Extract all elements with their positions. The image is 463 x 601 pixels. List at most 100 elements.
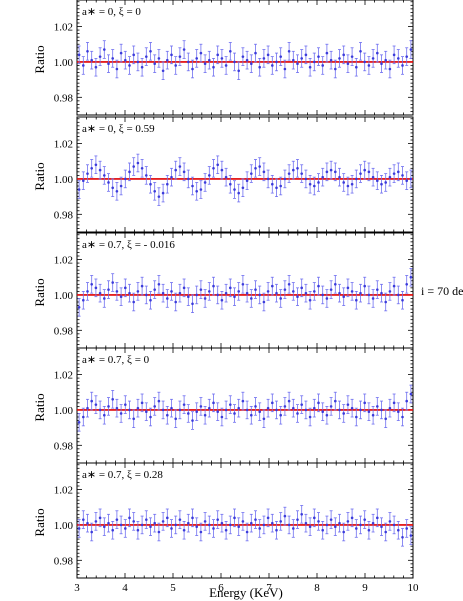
data-point <box>275 186 278 190</box>
data-point <box>145 293 148 297</box>
data-point <box>203 520 207 523</box>
y-tick-label: 0.98 <box>54 209 74 221</box>
data-point <box>388 175 392 179</box>
data-point <box>283 177 287 181</box>
data-point <box>308 65 312 69</box>
data-point <box>271 284 274 288</box>
data-point <box>258 410 262 413</box>
data-point <box>233 412 236 415</box>
data-point <box>90 530 93 534</box>
data-point <box>392 401 396 405</box>
data-point <box>241 520 245 523</box>
data-point <box>329 405 333 408</box>
data-point <box>384 58 388 62</box>
data-point <box>77 188 81 191</box>
data-point <box>363 60 367 64</box>
data-point <box>350 406 354 410</box>
data-point <box>166 58 169 62</box>
data-point <box>199 405 203 408</box>
data-point <box>397 57 400 60</box>
data-point <box>266 516 270 520</box>
data-point <box>325 51 329 55</box>
data-point <box>161 69 165 73</box>
data-point <box>77 306 81 309</box>
data-point <box>342 530 346 534</box>
data-point <box>212 401 215 405</box>
data-point <box>296 62 299 65</box>
y-tick-label: 0.98 <box>54 440 74 452</box>
panels: 0.98 1.00 1.02 Ratio a∗ = 0, ξ = 0 0.98 1.00 1.… <box>32 0 419 594</box>
data-point <box>103 297 106 300</box>
data-point <box>174 523 177 527</box>
data-point <box>350 290 354 293</box>
data-point <box>224 291 228 295</box>
data-point <box>409 48 413 51</box>
data-point <box>334 399 337 403</box>
data-point <box>275 60 278 64</box>
data-point <box>376 516 379 520</box>
data-point <box>371 297 375 300</box>
data-point <box>178 165 182 168</box>
panel-frame <box>76 0 414 116</box>
data-point <box>329 518 333 521</box>
data-point <box>338 57 341 60</box>
data-point <box>397 170 400 174</box>
data-point <box>187 295 190 298</box>
data-point <box>363 401 367 405</box>
data-point <box>401 298 404 302</box>
data-point <box>220 168 224 172</box>
data-point <box>174 64 177 67</box>
data-point <box>224 64 228 67</box>
data-point <box>321 293 325 297</box>
data-point <box>140 167 144 170</box>
data-point <box>157 57 161 60</box>
data-point <box>300 172 304 175</box>
data-point <box>397 410 400 413</box>
data-point <box>132 53 135 57</box>
data-point <box>224 175 228 179</box>
data-point <box>140 523 144 527</box>
data-point <box>107 181 110 184</box>
data-point <box>94 65 98 69</box>
data-point <box>250 172 253 175</box>
data-point <box>119 295 123 298</box>
data-point <box>296 295 299 298</box>
data-point <box>191 516 194 520</box>
data-point <box>363 168 367 172</box>
data-point <box>388 67 392 71</box>
data-point <box>384 181 388 184</box>
data-point <box>157 283 161 286</box>
data-point <box>392 172 396 175</box>
data-point <box>367 293 371 297</box>
data-point <box>153 190 156 193</box>
data-point <box>212 167 215 170</box>
y-tick-label: 0.98 <box>54 92 74 104</box>
data-point <box>350 516 354 520</box>
data-point <box>384 300 388 304</box>
data-point <box>254 518 257 521</box>
data-point <box>107 288 110 291</box>
data-point <box>271 182 274 186</box>
data-point <box>250 62 253 65</box>
data-point <box>233 60 236 64</box>
data-point <box>82 415 85 419</box>
data-point <box>178 55 182 58</box>
data-point <box>363 284 367 288</box>
data-point <box>409 534 413 537</box>
data-point <box>220 415 224 419</box>
data-point <box>371 413 375 417</box>
data-point <box>275 291 278 295</box>
data-point <box>355 415 358 419</box>
data-point <box>371 57 375 60</box>
data-point <box>119 412 123 415</box>
data-point <box>250 413 253 417</box>
data-point <box>397 528 400 532</box>
data-point <box>174 168 177 172</box>
data-point <box>111 281 114 284</box>
data-point <box>254 405 257 408</box>
data-point <box>132 165 135 168</box>
data-point <box>136 406 140 410</box>
data-point <box>317 284 320 288</box>
data-point <box>388 520 392 523</box>
